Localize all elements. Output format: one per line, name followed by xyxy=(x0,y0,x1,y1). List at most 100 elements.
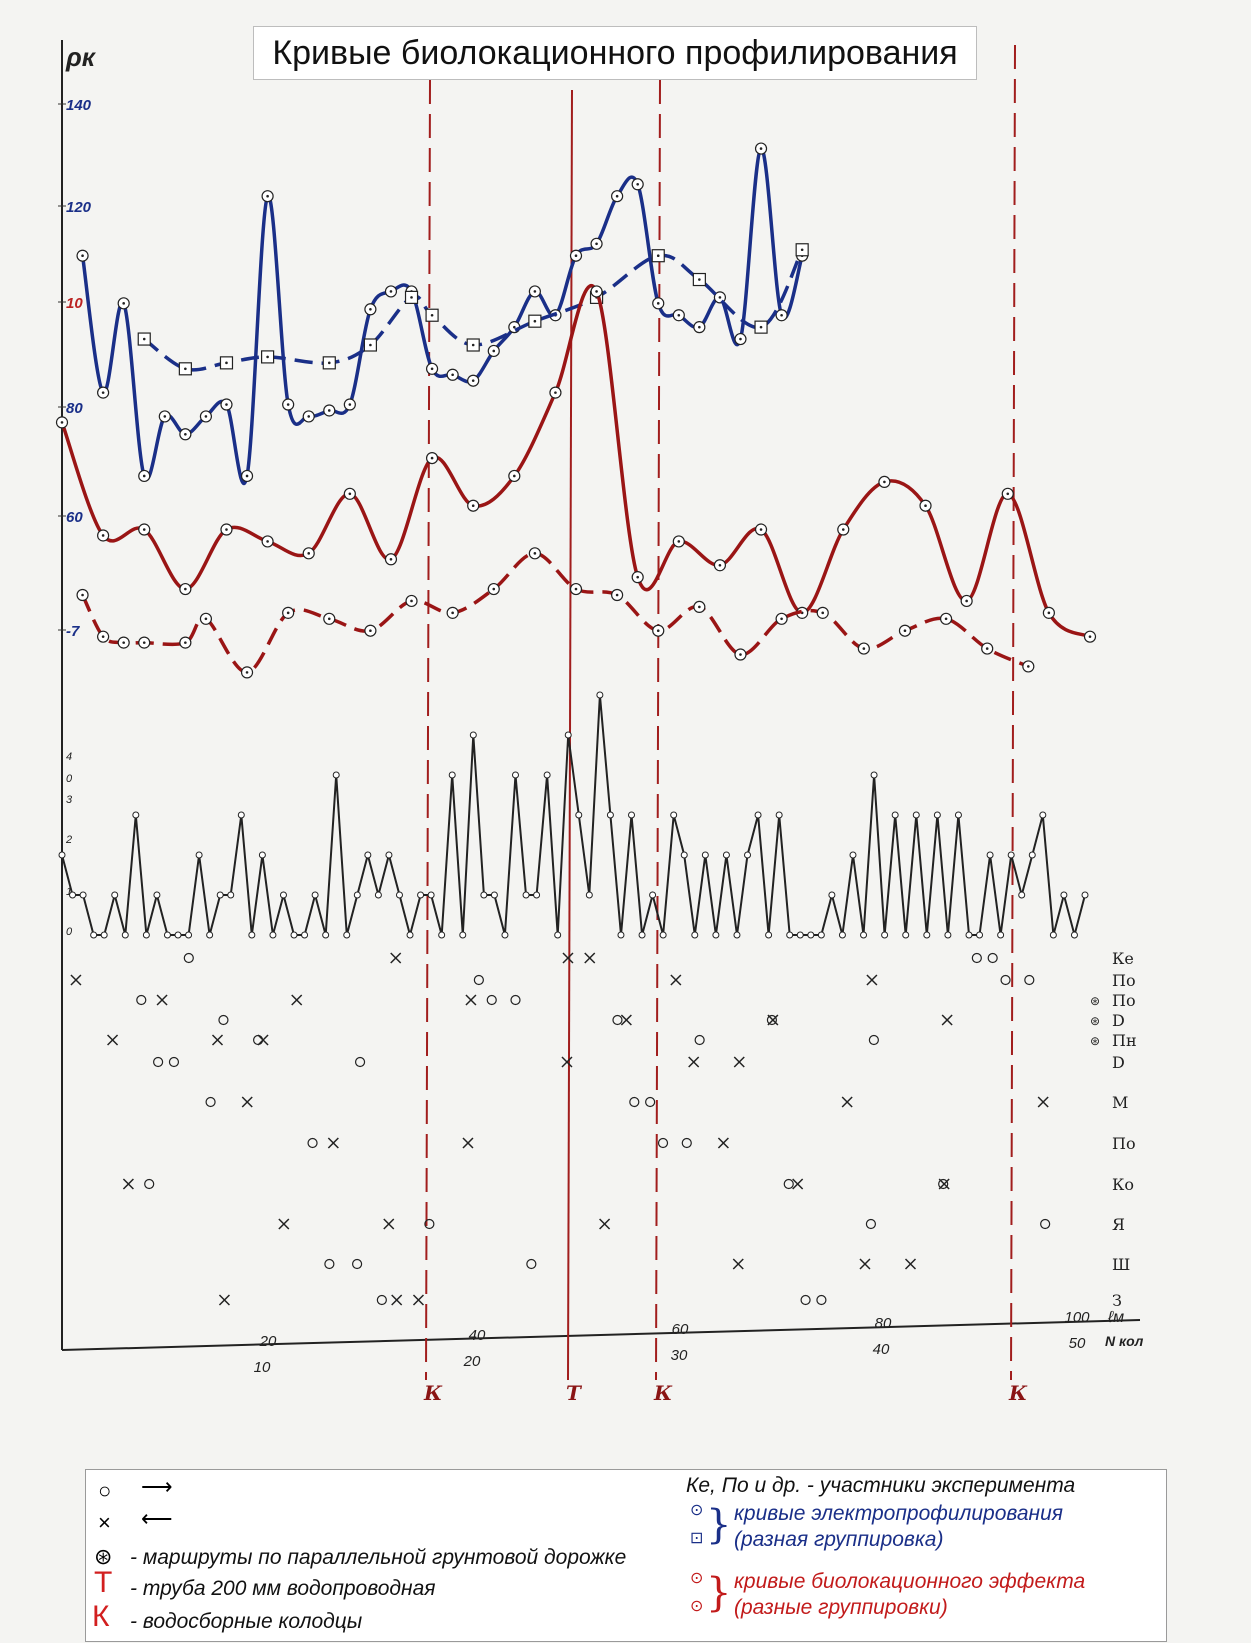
participant-marker-circle xyxy=(153,1056,164,1068)
spike-point xyxy=(596,691,604,699)
participant-label: Ш xyxy=(1112,1255,1130,1274)
spike-tick-label: 0 xyxy=(66,926,73,938)
spike-point xyxy=(1070,931,1078,939)
participant-marker-cross xyxy=(792,1178,804,1190)
participant-marker-circle xyxy=(645,1096,656,1108)
spike-tick-label: 0 xyxy=(66,773,73,785)
data-point-dot xyxy=(348,403,352,406)
data-point-dot xyxy=(410,599,413,603)
data-point-dot xyxy=(60,421,64,424)
spike-point xyxy=(680,851,688,859)
legend-participants-text: Ке, По и др. - участники эксперимента xyxy=(686,1474,1076,1497)
x-tick-bottom-label: 10 xyxy=(254,1359,271,1376)
spike-point xyxy=(501,931,509,939)
participant-marker-circle xyxy=(144,1178,155,1190)
spike-point xyxy=(279,891,287,899)
data-point-dot xyxy=(327,409,331,412)
circle-symbol-icon: ○ xyxy=(98,1478,112,1503)
data-point-dot xyxy=(492,349,496,353)
spike-point xyxy=(459,931,467,939)
spike-point xyxy=(701,851,709,859)
spike-point xyxy=(691,931,699,939)
spike-point xyxy=(438,931,446,939)
spike-point xyxy=(891,811,899,819)
spike-point xyxy=(385,851,393,859)
participant-marker-circle xyxy=(253,1034,264,1046)
participant-marker-cross xyxy=(561,1056,573,1068)
spike-point xyxy=(353,891,361,899)
participant-marker-circle xyxy=(486,994,497,1006)
forward-arrow-icon: ⟶ xyxy=(141,1474,173,1499)
participant-label: Ке xyxy=(1112,949,1134,968)
data-point-dot xyxy=(677,313,681,317)
participant-marker-circle xyxy=(352,1258,363,1270)
spike-point xyxy=(395,891,403,899)
spike-point xyxy=(142,931,150,939)
spike-point xyxy=(469,731,477,739)
spike-point xyxy=(290,931,298,939)
spike-point xyxy=(670,811,678,819)
participant-marker-cross xyxy=(584,952,596,964)
data-point-dot xyxy=(101,534,105,537)
x-tick-top-label: 40 xyxy=(469,1327,486,1344)
legend-bio-2: (разные группировки) xyxy=(734,1596,948,1619)
guide-line xyxy=(425,79,431,1381)
participant-label: По xyxy=(1112,991,1136,1010)
blue-square-icon: ⊡ xyxy=(690,1530,704,1547)
guide-line-label: К xyxy=(423,1381,443,1405)
data-point-dot xyxy=(389,557,393,561)
legend-electro-1: кривые электропрофилирования xyxy=(734,1502,1064,1525)
participant-marker-circle xyxy=(526,1258,537,1270)
data-point-dot xyxy=(430,313,434,317)
spike-point xyxy=(227,891,235,899)
spike-point xyxy=(712,931,720,939)
x-tick-top-label: 100 xyxy=(1064,1309,1090,1326)
spike-point xyxy=(838,931,846,939)
participant-marker-cross xyxy=(866,974,878,986)
participant-marker-circle xyxy=(307,1137,318,1149)
spike-point xyxy=(733,931,741,939)
spike-point xyxy=(132,811,140,819)
data-point-dot xyxy=(286,611,290,615)
spike-point xyxy=(1060,891,1068,899)
participant-marker-cross xyxy=(1037,1096,1049,1108)
participant-label: З xyxy=(1112,1291,1122,1310)
participant-marker-circle xyxy=(376,1294,387,1306)
participant-marker-cross xyxy=(562,952,574,964)
data-point-dot xyxy=(410,296,413,299)
spike-point xyxy=(954,811,962,819)
participant-marker-circle xyxy=(657,1137,669,1149)
data-point-dot xyxy=(122,302,125,305)
x-axis-line xyxy=(61,1319,1141,1351)
participant-label: Ко xyxy=(1112,1175,1134,1194)
data-point-dot xyxy=(862,647,866,650)
data-point-dot xyxy=(800,248,804,252)
participant-marker-cross xyxy=(620,1014,632,1026)
spike-point xyxy=(185,931,193,939)
participant-marker-cross xyxy=(391,1294,403,1306)
parallel-route-icon: ⊛ xyxy=(94,1544,113,1569)
data-point-dot xyxy=(533,290,537,293)
spike-point xyxy=(364,851,372,859)
participant-marker-cross xyxy=(107,1034,119,1046)
participant-marker-circle xyxy=(1040,1218,1051,1230)
spike-tick-label: 2 xyxy=(65,834,72,846)
red-circle-icon: ⊙ xyxy=(690,1570,704,1587)
data-point-dot xyxy=(184,587,187,591)
participant-marker-circle xyxy=(800,1294,811,1306)
participant-marker-cross xyxy=(412,1294,425,1306)
red-circle-icon-2: ⊙ xyxy=(690,1598,704,1615)
spike-point xyxy=(511,771,519,779)
spike-point xyxy=(976,931,984,939)
spike-point xyxy=(258,851,266,859)
data-point-dot xyxy=(204,415,208,418)
participant-marker-circle xyxy=(694,1034,705,1046)
participant-label: М xyxy=(1112,1093,1128,1112)
y-tick-label: 120 xyxy=(66,199,92,216)
series-line xyxy=(80,551,1029,675)
data-point-dot xyxy=(81,254,84,258)
data-point-dot xyxy=(142,337,146,341)
y-tick-label: 80 xyxy=(66,400,83,417)
